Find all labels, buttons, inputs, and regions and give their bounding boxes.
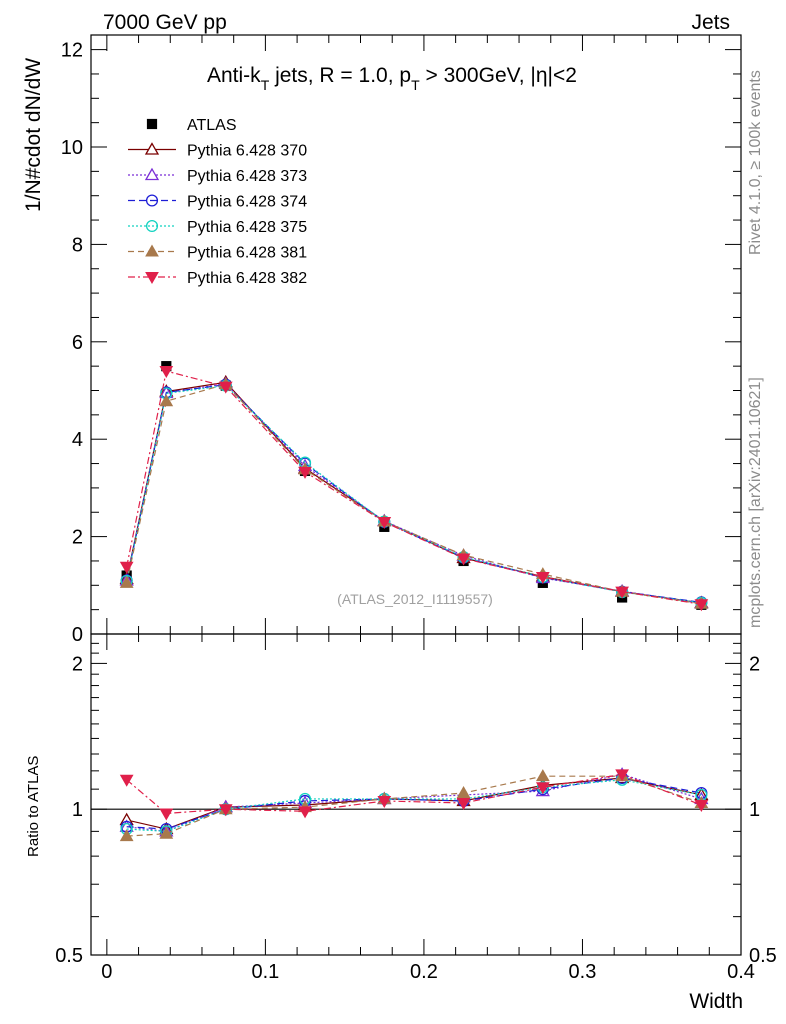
- ratio-point-5: [456, 797, 471, 810]
- ratio-plot-frame: [90, 633, 742, 956]
- ratio-point-5: [694, 800, 709, 813]
- legend-label-5: Pythia 6.428 382: [187, 270, 307, 287]
- y-axis-label: 1/N#cdot dN/dW: [22, 58, 45, 212]
- series-point-5: [694, 599, 709, 612]
- ratio-point-4: [535, 769, 550, 782]
- ratio-point-5: [535, 782, 550, 795]
- legend-marker-4: [145, 244, 159, 257]
- y-tick-label: 12: [61, 40, 83, 62]
- series-point-5: [456, 553, 471, 566]
- x-axis-ticks: 0 0.1 0.2 0.3 0.4: [101, 35, 755, 983]
- x-axis-label: Width: [689, 990, 743, 1013]
- x-tick-label: 0.2: [410, 961, 438, 983]
- ratio-line-3: [126, 779, 702, 832]
- ratio-point-5: [119, 774, 134, 787]
- legend-label-0: Pythia 6.428 370: [187, 143, 307, 160]
- ratio-point-5: [615, 769, 629, 782]
- ratio-point-4: [119, 829, 134, 842]
- series-point-5: [535, 572, 550, 585]
- legend-label-data: ATLAS: [187, 117, 237, 134]
- ratio-point-5: [377, 795, 392, 808]
- ratio-point-4: [456, 786, 471, 799]
- series-point-5: [119, 561, 134, 574]
- legend-label-2: Pythia 6.428 374: [187, 194, 307, 211]
- title-part-c: > 300GeV, |η|<2: [420, 64, 577, 87]
- ratio-line-0: [126, 777, 702, 830]
- legend-label-3: Pythia 6.428 375: [187, 219, 307, 236]
- ratio-series-group: [119, 767, 709, 842]
- series-line-3: [126, 385, 702, 604]
- main-series-group: [119, 361, 709, 612]
- x-tick-label: 0.3: [569, 961, 597, 983]
- rivet-version-label: Rivet 4.1.0, ≥ 100k events: [747, 70, 764, 255]
- plot-title: Anti-kT jets, R = 1.0, pT > 300GeV, |η|<…: [207, 64, 577, 93]
- series-point-5: [377, 516, 392, 529]
- y-tick-label: 4: [72, 429, 83, 451]
- title-sub-a: T: [261, 77, 270, 93]
- ratio-point-5: [218, 804, 233, 817]
- series-line-0: [126, 381, 702, 604]
- series-line-5: [126, 370, 702, 605]
- title-part-a: Anti-k: [207, 64, 261, 87]
- series-point-5: [218, 381, 233, 394]
- ratio-tick-label-left: 1: [72, 799, 83, 821]
- y-tick-label: 6: [72, 332, 83, 354]
- legend-label-4: Pythia 6.428 381: [187, 245, 307, 262]
- process-label: Jets: [691, 11, 730, 34]
- main-axis-ticks: 0 2 4 6 8 10 12: [61, 40, 741, 646]
- legend-marker-2: [145, 194, 159, 207]
- x-tick-label: 0.4: [727, 961, 755, 983]
- ratio-axis-ticks: 0.5 0.5 1 1 2 2: [55, 642, 777, 967]
- series-point-5: [159, 366, 174, 379]
- ratio-line-2: [126, 777, 702, 830]
- series-line-1: [126, 383, 702, 604]
- ratio-tick-label-right: 2: [749, 653, 760, 675]
- ratio-point-5: [298, 806, 312, 819]
- ratio-tick-label-right: 0.5: [749, 945, 777, 967]
- legend-marker-0: [144, 142, 160, 155]
- series-line-4: [126, 383, 702, 605]
- y-tick-label: 0: [72, 624, 83, 646]
- x-tick-label: 0.1: [251, 961, 279, 983]
- series-point-4: [159, 394, 174, 407]
- ratio-line-1: [126, 773, 702, 832]
- ratio-tick-label-left: 2: [72, 653, 83, 675]
- title-sub-b: T: [411, 77, 420, 93]
- y-tick-label: 8: [72, 234, 83, 256]
- x-tick-label: 0: [101, 961, 112, 983]
- mcplots-label: mcplots.cern.ch [arXiv:2401.10621]: [747, 377, 764, 628]
- legend-marker-5: [145, 272, 159, 285]
- title-part-b: jets, R = 1.0, p: [269, 64, 411, 87]
- series-line-2: [126, 384, 702, 603]
- series-point-4: [119, 575, 134, 588]
- legend: ATLAS Pythia 6.428 370 Pythia 6.428 373 Pyt…: [128, 117, 307, 287]
- ratio-line-4: [126, 775, 702, 837]
- legend-marker-data: [146, 118, 158, 130]
- ratio-line-5: [126, 773, 702, 815]
- ratio-point-4: [159, 826, 174, 839]
- analysis-watermark: (ATLAS_2012_I1119557): [337, 591, 493, 607]
- ratio-tick-label-left: 0.5: [55, 945, 83, 967]
- ratio-point-5: [159, 808, 174, 821]
- legend-marker-1: [144, 167, 160, 181]
- energy-label: 7000 GeV pp: [103, 11, 227, 34]
- ratio-y-axis-label: Ratio to ATLAS: [25, 756, 42, 857]
- series-point-5: [615, 586, 629, 599]
- y-tick-label: 2: [72, 527, 83, 549]
- ratio-tick-label-right: 1: [749, 799, 760, 821]
- series-point-5: [298, 466, 312, 479]
- legend-marker-3: [145, 219, 159, 233]
- y-tick-label: 10: [61, 137, 83, 159]
- legend-label-1: Pythia 6.428 373: [187, 168, 307, 185]
